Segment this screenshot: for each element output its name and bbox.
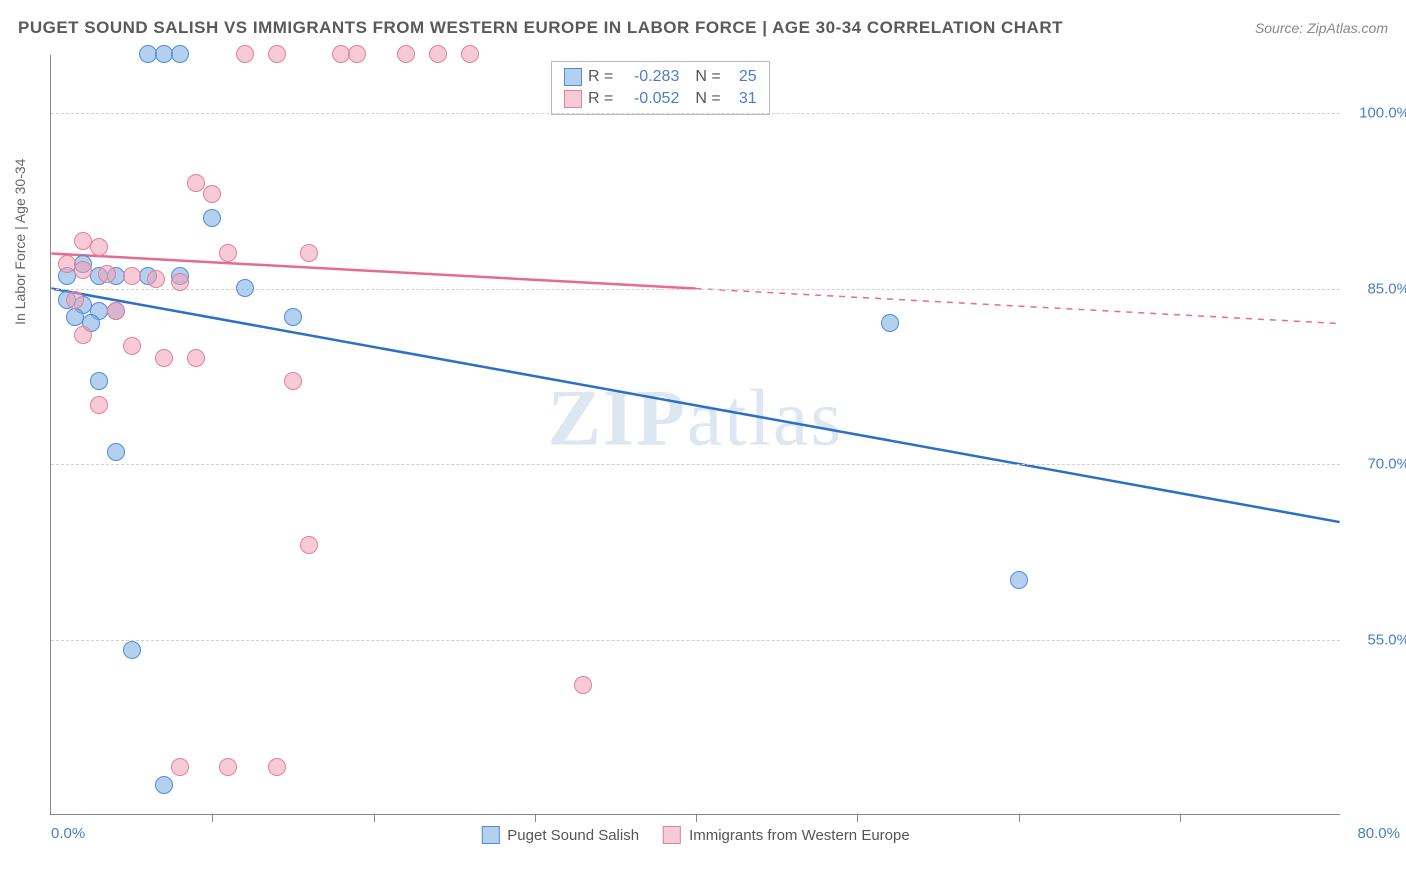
x-tick bbox=[1180, 814, 1181, 822]
scatter-point bbox=[107, 302, 125, 320]
scatter-point bbox=[123, 641, 141, 659]
scatter-point bbox=[268, 45, 286, 63]
scatter-point bbox=[74, 261, 92, 279]
source-attribution: Source: ZipAtlas.com bbox=[1255, 20, 1388, 36]
legend-swatch bbox=[564, 90, 582, 108]
scatter-point bbox=[90, 372, 108, 390]
scatter-point bbox=[203, 185, 221, 203]
y-tick-label: 70.0% bbox=[1367, 456, 1406, 473]
title-bar: PUGET SOUND SALISH VS IMMIGRANTS FROM WE… bbox=[18, 18, 1388, 38]
scatter-point bbox=[219, 244, 237, 262]
scatter-point bbox=[236, 279, 254, 297]
scatter-point bbox=[107, 443, 125, 461]
scatter-point bbox=[171, 273, 189, 291]
series-legend: Puget Sound Salish Immigrants from Wester… bbox=[481, 826, 909, 844]
watermark-light: atlas bbox=[687, 375, 844, 463]
scatter-point bbox=[348, 45, 366, 63]
legend-label: Immigrants from Western Europe bbox=[689, 827, 910, 844]
scatter-point bbox=[171, 758, 189, 776]
x-axis-max-label: 80.0% bbox=[1357, 825, 1400, 842]
scatter-point bbox=[123, 267, 141, 285]
gridline-h bbox=[51, 113, 1340, 114]
scatter-point bbox=[147, 270, 165, 288]
scatter-point bbox=[90, 396, 108, 414]
scatter-point bbox=[187, 349, 205, 367]
legend-item: Immigrants from Western Europe bbox=[663, 826, 910, 844]
legend-item: Puget Sound Salish bbox=[481, 826, 639, 844]
stat-R-value: -0.052 bbox=[619, 90, 679, 108]
scatter-point bbox=[268, 758, 286, 776]
scatter-point bbox=[429, 45, 447, 63]
scatter-point bbox=[300, 244, 318, 262]
scatter-point bbox=[461, 45, 479, 63]
scatter-point bbox=[98, 265, 116, 283]
chart-title: PUGET SOUND SALISH VS IMMIGRANTS FROM WE… bbox=[18, 18, 1063, 38]
y-tick-label: 85.0% bbox=[1367, 280, 1406, 297]
y-tick-label: 100.0% bbox=[1359, 105, 1406, 122]
trend-line-dashed bbox=[696, 289, 1340, 324]
plot-area: ZIPatlas R =-0.283N =25R =-0.052N =31 0.… bbox=[50, 55, 1340, 815]
scatter-point bbox=[219, 758, 237, 776]
x-tick bbox=[857, 814, 858, 822]
scatter-point bbox=[187, 174, 205, 192]
scatter-point bbox=[155, 776, 173, 794]
scatter-point bbox=[300, 536, 318, 554]
stat-R-value: -0.283 bbox=[619, 68, 679, 86]
x-tick bbox=[1019, 814, 1020, 822]
gridline-h bbox=[51, 640, 1340, 641]
correlation-stats-box: R = -0.283 N = 25 R = -0.052 N = 31 bbox=[551, 61, 770, 115]
watermark: ZIPatlas bbox=[548, 374, 844, 465]
stats-row: R = -0.283 N = 25 bbox=[564, 66, 757, 88]
scatter-point bbox=[123, 337, 141, 355]
scatter-point bbox=[881, 314, 899, 332]
legend-label: Puget Sound Salish bbox=[507, 827, 639, 844]
stats-row: R = -0.052 N = 31 bbox=[564, 88, 757, 110]
stat-N-label: N = bbox=[695, 90, 720, 108]
scatter-point bbox=[284, 372, 302, 390]
y-axis-title: In Labor Force | Age 30-34 bbox=[12, 159, 28, 325]
x-axis-min-label: 0.0% bbox=[51, 825, 85, 842]
scatter-point bbox=[284, 308, 302, 326]
scatter-point bbox=[90, 238, 108, 256]
scatter-point bbox=[574, 676, 592, 694]
stat-R-label: R = bbox=[588, 68, 613, 86]
scatter-point bbox=[1010, 571, 1028, 589]
scatter-point bbox=[155, 349, 173, 367]
stat-R-label: R = bbox=[588, 90, 613, 108]
scatter-point bbox=[171, 45, 189, 63]
x-tick bbox=[535, 814, 536, 822]
y-tick-label: 55.0% bbox=[1367, 631, 1406, 648]
x-tick bbox=[696, 814, 697, 822]
stat-N-label: N = bbox=[695, 68, 720, 86]
scatter-point bbox=[397, 45, 415, 63]
stat-N-value: 31 bbox=[727, 90, 757, 108]
scatter-point bbox=[66, 291, 84, 309]
stat-N-value: 25 bbox=[727, 68, 757, 86]
watermark-bold: ZIP bbox=[548, 375, 687, 463]
legend-swatch bbox=[481, 826, 499, 844]
trend-line-solid bbox=[51, 289, 1339, 523]
scatter-point bbox=[203, 209, 221, 227]
legend-swatch bbox=[564, 68, 582, 86]
x-tick bbox=[374, 814, 375, 822]
gridline-h bbox=[51, 464, 1340, 465]
x-tick bbox=[212, 814, 213, 822]
legend-swatch bbox=[663, 826, 681, 844]
scatter-point bbox=[74, 326, 92, 344]
scatter-point bbox=[236, 45, 254, 63]
trend-lines-layer bbox=[51, 55, 1340, 814]
